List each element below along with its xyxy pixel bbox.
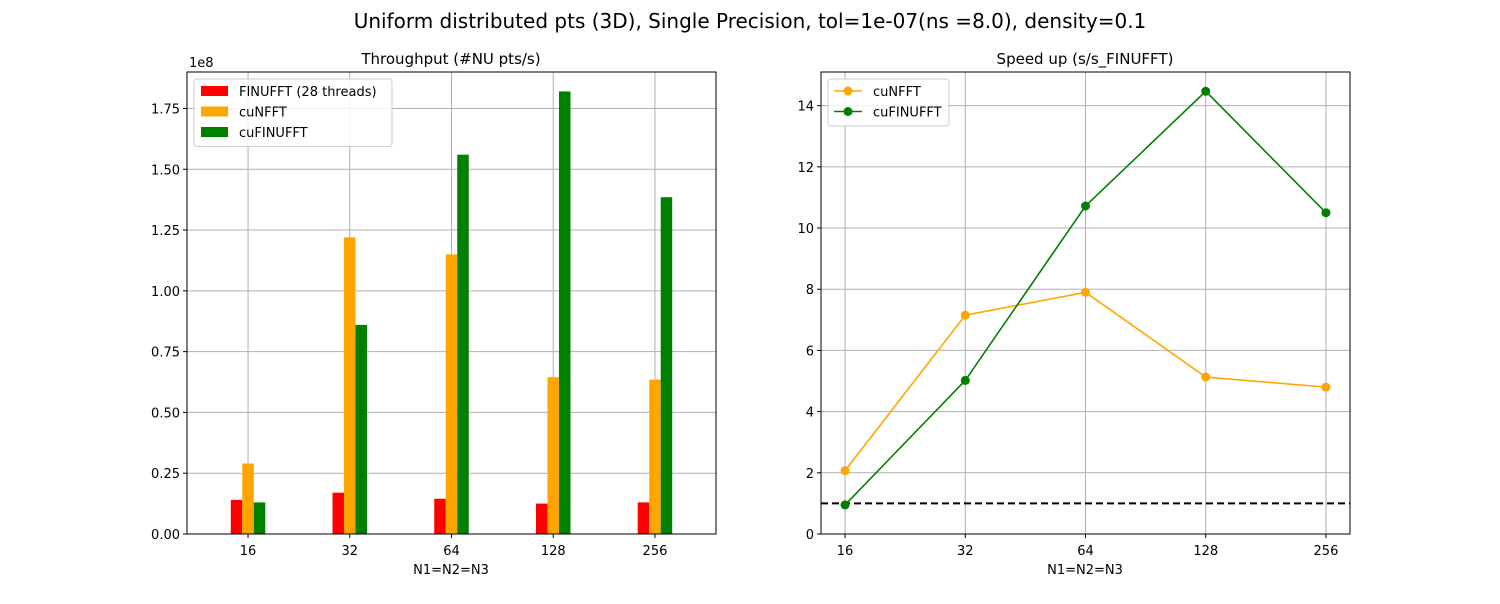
point-cunfft-16 xyxy=(840,466,850,476)
throughput-legend: FINUFFT (28 threads) cuNFFT cuFINUFFT xyxy=(193,78,393,147)
point-cunfft-32 xyxy=(960,310,970,320)
speedup-x-tick-label: 256 xyxy=(1314,544,1339,559)
throughput-x-tick-label: 128 xyxy=(541,544,566,559)
speedup-y-tick-label: 6 xyxy=(806,344,814,359)
speedup-x-tick-label: 64 xyxy=(1077,544,1094,559)
bar-cufinufft-32 xyxy=(355,324,368,534)
throughput-legend-label-cunfft: cuNFFT xyxy=(239,106,287,121)
bar-cufinufft-256 xyxy=(660,197,673,534)
bar-cufinufft-128 xyxy=(558,91,571,534)
bar-finufft-28-threads-256 xyxy=(637,502,650,534)
point-cufinufft-32 xyxy=(960,375,970,385)
point-cufinufft-16 xyxy=(840,500,850,510)
throughput-y-tick-label: 1.50 xyxy=(151,163,180,178)
throughput-y-tick-label: 1.00 xyxy=(151,285,180,300)
throughput-chart-title: Throughput (#NU pts/s) xyxy=(360,50,540,68)
speedup-chart-title: Speed up (s/s_FINUFFT) xyxy=(997,50,1174,69)
bar-cufinufft-16 xyxy=(253,502,266,534)
point-cunfft-128 xyxy=(1201,372,1211,382)
speedup-y-tick-label: 2 xyxy=(806,467,814,482)
speedup-y-tick-label: 14 xyxy=(797,100,814,115)
bar-finufft-28-threads-16 xyxy=(230,499,243,534)
speedup-y-tick-label: 8 xyxy=(806,283,814,298)
throughput-x-tick-label: 16 xyxy=(240,544,257,559)
throughput-legend-swatch-cunfft xyxy=(201,106,228,117)
throughput-x-ticks: 16 32 64 128 256 xyxy=(240,534,668,559)
speedup-y-tick-label: 12 xyxy=(797,161,814,176)
speedup-legend-marker-cufinufft xyxy=(843,107,853,116)
speedup-y-tick-label: 4 xyxy=(806,406,814,421)
speedup-x-ticks: 16 32 64 128 256 xyxy=(837,534,1339,559)
throughput-legend-label-cufinufft: cuFINUFFT xyxy=(239,126,308,141)
bar-cunfft-16 xyxy=(242,463,254,534)
point-cufinufft-256 xyxy=(1321,208,1331,218)
throughput-legend-box xyxy=(193,78,393,147)
throughput-x-tick-label: 32 xyxy=(341,544,358,559)
throughput-y-offset-label: 1e8 xyxy=(189,56,214,71)
speedup-x-tick-label: 16 xyxy=(837,544,854,559)
throughput-legend-swatch-finufft-28-threads xyxy=(201,86,228,96)
speedup-y-tick-label: 0 xyxy=(806,528,814,543)
throughput-x-tick-label: 64 xyxy=(443,544,460,559)
speedup-x-tick-label: 32 xyxy=(957,544,974,559)
bar-cunfft-128 xyxy=(547,377,559,534)
point-cunfft-64 xyxy=(1081,287,1090,297)
speedup-x-tick-label: 128 xyxy=(1193,544,1218,559)
figure-suptitle: Uniform distributed pts (3D), Single Pre… xyxy=(354,9,1147,33)
bar-cunfft-64 xyxy=(445,254,458,535)
throughput-y-ticks: 0.00 0.25 0.50 0.75 1.00 1.25 1.50 1.75 xyxy=(151,102,187,543)
throughput-chart: Throughput (#NU pts/s) 0.00 0.25 0.50 0.75 1… xyxy=(151,50,717,578)
throughput-y-tick-label: 0.00 xyxy=(151,528,180,543)
speedup-legend-label-cufinufft: cuFINUFFT xyxy=(873,106,942,121)
throughput-x-axis-label: N1=N2=N3 xyxy=(413,563,489,578)
bar-cufinufft-64 xyxy=(457,154,469,534)
speedup-legend-marker-cunfft xyxy=(843,86,853,96)
speedup-legend-label-cunfft: cuNFFT xyxy=(873,85,921,100)
throughput-legend-label-finufft-28-threads: FINUFFT (28 threads) xyxy=(239,85,377,100)
bar-cunfft-256 xyxy=(649,379,661,534)
bar-finufft-28-threads-128 xyxy=(535,503,548,534)
throughput-y-tick-label: 1.75 xyxy=(151,102,180,117)
throughput-legend-swatch-cufinufft xyxy=(201,127,228,137)
bar-cunfft-32 xyxy=(344,237,356,535)
bar-finufft-28-threads-64 xyxy=(434,498,446,534)
speedup-x-axis-label: N1=N2=N3 xyxy=(1047,563,1123,578)
throughput-y-tick-label: 1.25 xyxy=(151,224,180,239)
throughput-y-tick-label: 0.75 xyxy=(151,346,180,361)
speedup-legend: cuNFFT cuFINUFFT xyxy=(827,78,950,127)
speedup-y-ticks: 0 2 4 6 8 10 12 14 xyxy=(797,100,821,543)
speedup-chart: Speed up (s/s_FINUFFT) 0 2 4 6 8 10 12 14 16 32 6… xyxy=(797,50,1351,578)
point-cunfft-256 xyxy=(1321,382,1331,392)
throughput-bars xyxy=(230,91,673,535)
point-cufinufft-64 xyxy=(1081,201,1090,211)
point-cufinufft-128 xyxy=(1201,86,1211,96)
throughput-y-tick-label: 0.50 xyxy=(151,406,180,421)
bar-finufft-28-threads-32 xyxy=(332,492,345,534)
speedup-lines xyxy=(840,86,1331,510)
speedup-y-tick-label: 10 xyxy=(797,222,814,237)
throughput-y-tick-label: 0.25 xyxy=(151,467,180,482)
speedup-grid xyxy=(821,72,1350,535)
throughput-x-tick-label: 256 xyxy=(643,544,668,559)
